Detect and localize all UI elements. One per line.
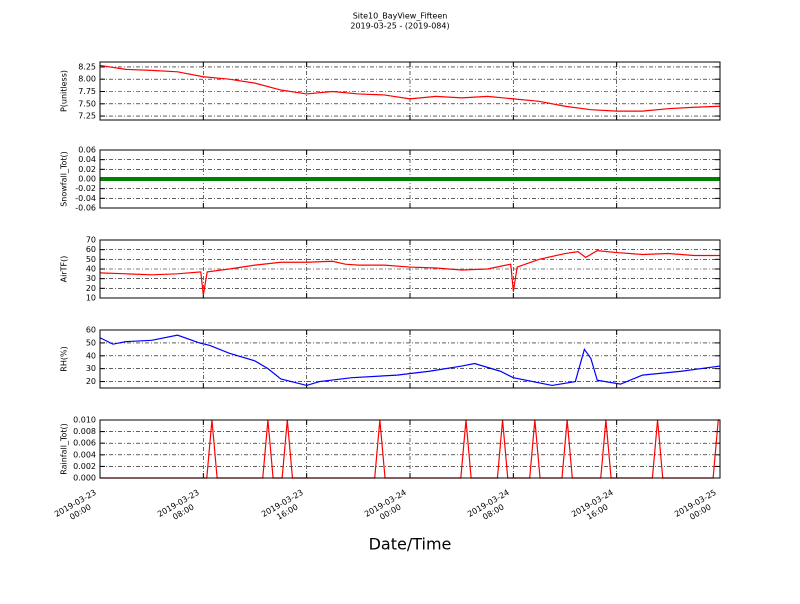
- y-tick-label: 50: [86, 338, 96, 347]
- y-tick-label: -0.04: [75, 194, 96, 203]
- y-tick-label: 0.000: [73, 474, 96, 483]
- chart-subtitle: 2019-03-25 - (2019-084): [350, 22, 449, 31]
- y-tick-label: 0.008: [73, 427, 96, 436]
- y-tick-label: 8.00: [78, 75, 96, 84]
- y-tick-label: 20: [86, 284, 96, 293]
- y-axis-label: P(unitless): [60, 70, 69, 112]
- y-axis-label: Rainfall_Tot(): [60, 423, 69, 475]
- y-tick-label: 0.004: [73, 450, 96, 459]
- y-tick-label: 0.00: [78, 175, 96, 184]
- y-axis-label: Snowfall_Tot(): [60, 151, 69, 207]
- y-tick-label: 20: [86, 377, 96, 386]
- y-tick-label: 60: [86, 245, 96, 254]
- chart-title: Site10_BayView_Fifteen: [353, 12, 448, 21]
- y-tick-label: 30: [86, 274, 96, 283]
- y-tick-label: 40: [86, 265, 96, 274]
- axes-frame: [99, 239, 721, 299]
- y-tick-label: 70: [86, 236, 96, 245]
- data-line: [99, 334, 721, 387]
- y-tick-label: 0.002: [73, 462, 96, 471]
- axes-frame: [99, 149, 721, 209]
- axes-frame: [99, 329, 721, 389]
- y-tick-label: 7.50: [78, 99, 96, 108]
- y-tick-label: 0.010: [73, 416, 96, 425]
- y-tick-label: -0.02: [75, 184, 96, 193]
- axes-frame: [99, 419, 721, 479]
- y-tick-label: 8.25: [78, 62, 96, 71]
- y-tick-label: 30: [86, 364, 96, 373]
- y-tick-label: 60: [86, 326, 96, 335]
- y-tick-label: 40: [86, 351, 96, 360]
- y-tick-label: 7.25: [78, 112, 96, 121]
- y-tick-label: 7.75: [78, 87, 96, 96]
- y-tick-label: -0.06: [75, 204, 96, 213]
- y-tick-label: 10: [86, 294, 96, 303]
- axes-frame: [99, 61, 721, 121]
- data-line: [99, 64, 721, 112]
- y-tick-label: 0.04: [78, 155, 96, 164]
- y-tick-label: 0.02: [78, 165, 96, 174]
- y-tick-label: 50: [86, 255, 96, 264]
- y-tick-label: 0.006: [73, 439, 96, 448]
- y-axis-label: AirTF(): [60, 256, 69, 283]
- data-line: [99, 250, 720, 296]
- x-axis-label: Date/Time: [369, 535, 452, 554]
- y-axis-label: RH(%): [60, 346, 69, 371]
- y-tick-label: 0.06: [78, 146, 96, 155]
